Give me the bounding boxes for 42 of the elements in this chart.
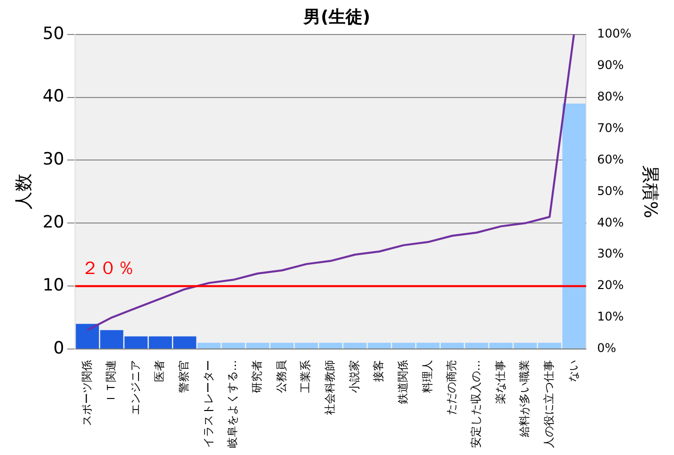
y-tick-label: 50 xyxy=(42,24,64,44)
x-tick-label: 小説家 xyxy=(348,360,361,393)
x-tick-label: 給料が多い職業 xyxy=(518,360,532,438)
x-tick-label: 警察官 xyxy=(178,360,191,393)
y2-tick-label: 10% xyxy=(597,310,624,324)
ref-line-label: ２０％ xyxy=(81,258,136,279)
y2-tick-label: 70% xyxy=(597,120,624,135)
y2-tick-label: 80% xyxy=(597,89,624,104)
x-tick-label: イラストレーター xyxy=(202,360,215,448)
y-tick-label: 10 xyxy=(42,276,64,296)
y2-tick-label: 60% xyxy=(597,152,624,166)
x-tick-label: 工業系 xyxy=(299,360,312,393)
x-tick-label: 岐阜をよくする… xyxy=(226,360,240,448)
y-axis-title: 人数 xyxy=(13,174,34,210)
x-tick-label: 安定した収入の… xyxy=(469,360,482,448)
y2-tick-label: 20% xyxy=(597,278,624,292)
x-tick-label: ＩＴ関連 xyxy=(104,360,118,404)
x-tick-label: 医者 xyxy=(153,360,166,382)
y2-tick-label: 30% xyxy=(597,246,624,261)
x-tick-label: ない xyxy=(566,360,580,382)
x-tick-label: ただの商売 xyxy=(445,360,458,415)
x-tick-label: 楽な仕事 xyxy=(494,360,507,404)
y-tick-label: 40 xyxy=(42,86,64,107)
y2-tick-label: 100% xyxy=(597,26,632,41)
x-tick-label: 接客 xyxy=(372,360,386,382)
y-tick-label: 30 xyxy=(42,150,64,170)
x-tick-label: 社会科教師 xyxy=(324,360,337,415)
x-tick-label: 鉄道関係 xyxy=(396,360,410,404)
x-tick-label: 料理人 xyxy=(420,360,434,393)
y2-tick-label: 40% xyxy=(597,215,624,230)
y2-tick-label: 90% xyxy=(597,58,624,72)
x-tick-label: スポーツ関係 xyxy=(80,360,94,426)
x-tick-label: 人の役に立つ仕事 xyxy=(542,360,556,448)
x-tick-label: 公務員 xyxy=(274,360,288,393)
y-tick-label: 20 xyxy=(42,212,64,233)
y2-tick-label: 0% xyxy=(597,341,616,356)
chart-title: 男(生徒) xyxy=(302,8,370,28)
x-tick-label: 研究者 xyxy=(250,360,264,393)
y-tick-label: 0 xyxy=(53,338,64,358)
y2-axis-title: 累積% xyxy=(640,165,661,218)
y2-tick-label: 50% xyxy=(597,184,624,198)
x-tick-label: エンジニア xyxy=(128,360,142,415)
